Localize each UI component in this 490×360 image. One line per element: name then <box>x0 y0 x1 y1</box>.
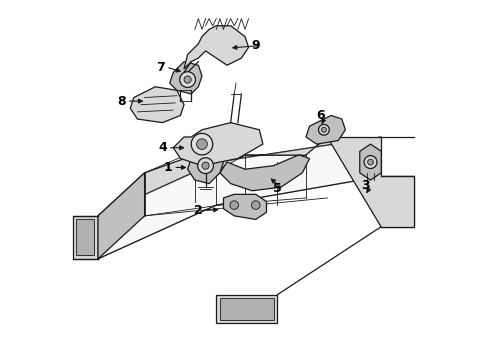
Polygon shape <box>216 295 277 323</box>
Polygon shape <box>306 116 345 144</box>
Text: 2: 2 <box>194 204 203 217</box>
Text: 6: 6 <box>316 109 324 122</box>
Text: 1: 1 <box>164 161 172 174</box>
Polygon shape <box>130 87 184 123</box>
Polygon shape <box>76 220 95 255</box>
Text: 3: 3 <box>361 179 369 192</box>
Text: 7: 7 <box>156 60 165 73</box>
Circle shape <box>184 76 191 83</box>
Circle shape <box>318 125 329 135</box>
Polygon shape <box>98 173 145 259</box>
Polygon shape <box>327 137 414 226</box>
Circle shape <box>191 134 213 155</box>
Circle shape <box>364 156 377 168</box>
Polygon shape <box>184 26 248 69</box>
Polygon shape <box>173 123 263 166</box>
Polygon shape <box>188 148 223 184</box>
Circle shape <box>197 158 214 174</box>
Circle shape <box>196 139 207 149</box>
Polygon shape <box>220 155 310 191</box>
Circle shape <box>321 127 326 132</box>
Polygon shape <box>360 144 381 180</box>
Text: 4: 4 <box>158 141 167 154</box>
Text: 9: 9 <box>251 39 260 52</box>
Circle shape <box>368 159 373 165</box>
Polygon shape <box>98 137 381 216</box>
Circle shape <box>230 201 239 210</box>
Text: 5: 5 <box>273 183 282 195</box>
Polygon shape <box>73 216 98 259</box>
Polygon shape <box>98 137 381 259</box>
Polygon shape <box>170 62 202 94</box>
Polygon shape <box>220 298 274 320</box>
Polygon shape <box>223 194 267 220</box>
Circle shape <box>202 162 209 169</box>
Polygon shape <box>381 176 414 226</box>
Polygon shape <box>385 180 410 223</box>
Circle shape <box>251 201 260 210</box>
Text: 8: 8 <box>117 95 125 108</box>
Circle shape <box>180 72 196 87</box>
